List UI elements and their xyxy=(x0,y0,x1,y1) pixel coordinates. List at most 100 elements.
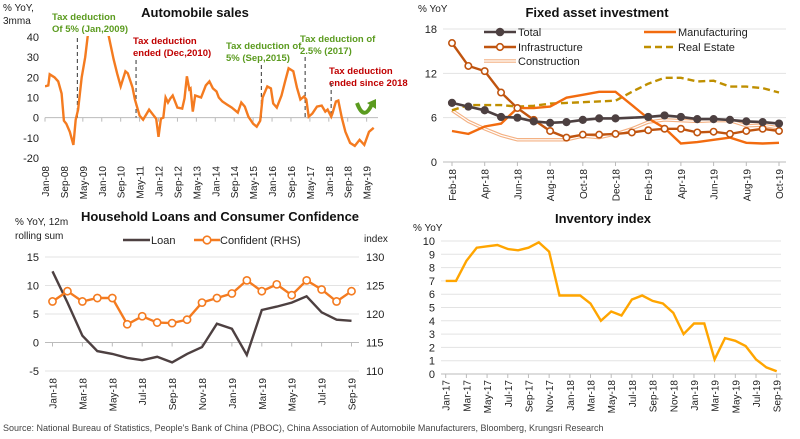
data-point xyxy=(242,275,252,285)
data-point xyxy=(644,126,653,135)
data-point xyxy=(774,119,784,128)
y-tick-label: 0 xyxy=(431,157,437,169)
series-line-automobile-sales xyxy=(45,36,375,148)
data-point xyxy=(611,114,620,123)
y-tick-label: 3 xyxy=(429,329,435,341)
x-tick-label: Sep-16 xyxy=(287,166,298,199)
legend-label: Real Estate xyxy=(678,42,735,54)
data-point xyxy=(611,129,620,138)
data-point xyxy=(227,289,237,298)
x-tick-label: Oct-19 xyxy=(775,169,786,199)
x-tick-label: May-19 xyxy=(288,378,299,412)
x-tick-label: Jan-12 xyxy=(155,166,166,197)
y-tick-label: 0 xyxy=(429,369,435,381)
data-point xyxy=(546,126,555,135)
data-point xyxy=(595,114,604,123)
data-point xyxy=(709,127,718,136)
y-tick-label: 20 xyxy=(27,72,39,84)
y-axis-label: % YoY, xyxy=(3,3,34,14)
x-tick-label: Mar-19 xyxy=(258,378,269,410)
legend-label: Construction xyxy=(518,56,580,68)
x-tick-label: May-17 xyxy=(306,166,317,200)
y-tick-label: 1 xyxy=(429,356,435,368)
annotation-text: Tax deduction xyxy=(329,66,393,77)
y-axis-label: rolling sum xyxy=(15,231,63,242)
y-tick-label: 7 xyxy=(429,276,435,288)
y-tick-label: -10 xyxy=(23,133,39,145)
data-point xyxy=(676,112,686,122)
x-tick-label: May-19 xyxy=(731,380,742,414)
x-tick-label: Jan-17 xyxy=(442,380,453,411)
x-tick-label: Jan-08 xyxy=(41,166,52,197)
x-tick-label: Oct-18 xyxy=(579,169,590,199)
x-tick-label: May-13 xyxy=(192,166,203,200)
x-tick-label: Mar-17 xyxy=(462,380,473,412)
x-tick-label: Jul-19 xyxy=(752,380,763,408)
chart-title: Inventory index xyxy=(555,211,652,226)
data-point xyxy=(742,126,751,135)
legend-label: Loan xyxy=(151,235,175,247)
data-point xyxy=(464,61,473,70)
x-tick-label: Jan-16 xyxy=(268,166,279,197)
legend-item: Confident (RHS) xyxy=(194,235,301,247)
y-tick-label: 10 xyxy=(423,236,435,248)
x-tick-label: Jun-18 xyxy=(513,169,524,200)
data-point xyxy=(709,115,718,124)
data-point xyxy=(447,98,457,107)
data-point xyxy=(202,235,212,245)
y-right-tick-label: 120 xyxy=(366,309,384,321)
x-tick-label: Sep-12 xyxy=(173,166,184,199)
data-point xyxy=(332,297,341,306)
legend-item: Loan xyxy=(123,235,175,247)
x-tick-label: Jan-18 xyxy=(325,166,336,197)
x-tick-label: Jan-18 xyxy=(49,378,60,409)
annotation-text: Tax deduction of xyxy=(300,34,376,45)
data-point xyxy=(107,293,117,303)
x-tick-label: Jun-19 xyxy=(710,169,721,200)
x-tick-label: Mar-19 xyxy=(711,380,722,412)
data-point xyxy=(480,67,489,76)
legend-label: Infrastructure xyxy=(518,42,583,54)
x-tick-label: Apr-18 xyxy=(481,169,492,199)
data-point xyxy=(480,106,489,115)
data-point xyxy=(529,117,538,126)
chart-title: Fixed asset investment xyxy=(525,5,669,20)
x-tick-label: Sep-08 xyxy=(60,166,71,199)
y-tick-label: 5 xyxy=(429,303,435,315)
x-tick-label: Nov-18 xyxy=(669,380,680,413)
data-point xyxy=(758,117,767,127)
legend-item: Manufacturing xyxy=(644,27,748,39)
legend-label: Manufacturing xyxy=(678,27,748,39)
x-tick-label: Jan-19 xyxy=(690,380,701,411)
data-point xyxy=(660,124,669,133)
automobile-sales-chart: Automobile sales % YoY, 3mma 40 30 20 10 0 -1… xyxy=(3,3,408,200)
series-line-real-estate xyxy=(451,76,780,112)
data-point xyxy=(562,133,571,142)
chart-title: Household Loans and Consumer Confidence xyxy=(81,209,359,224)
data-point xyxy=(496,112,506,122)
x-tick-label: Jul-18 xyxy=(628,380,639,408)
data-point xyxy=(495,27,505,37)
data-point xyxy=(137,311,147,321)
y-tick-label: 18 xyxy=(425,24,437,36)
x-tick-label: Apr-19 xyxy=(677,169,688,199)
x-tick-label: May-15 xyxy=(249,166,260,200)
data-point xyxy=(257,286,267,296)
data-point xyxy=(758,124,767,133)
data-point xyxy=(578,115,587,124)
x-tick-label: May-19 xyxy=(363,166,374,200)
y-tick-label: 6 xyxy=(429,289,435,301)
data-point xyxy=(212,293,222,303)
x-tick-label: Jul-19 xyxy=(318,378,329,406)
y-tick-label: 15 xyxy=(27,252,39,264)
y-tick-label: 9 xyxy=(429,249,435,261)
x-tick-label: May-09 xyxy=(79,166,90,200)
data-point xyxy=(742,117,751,126)
data-point xyxy=(660,111,669,120)
y-tick-label: 10 xyxy=(27,281,39,293)
data-point xyxy=(513,113,522,122)
y-tick-label: 12 xyxy=(425,68,437,80)
data-point xyxy=(48,297,57,306)
x-tick-label: May-18 xyxy=(607,380,618,414)
